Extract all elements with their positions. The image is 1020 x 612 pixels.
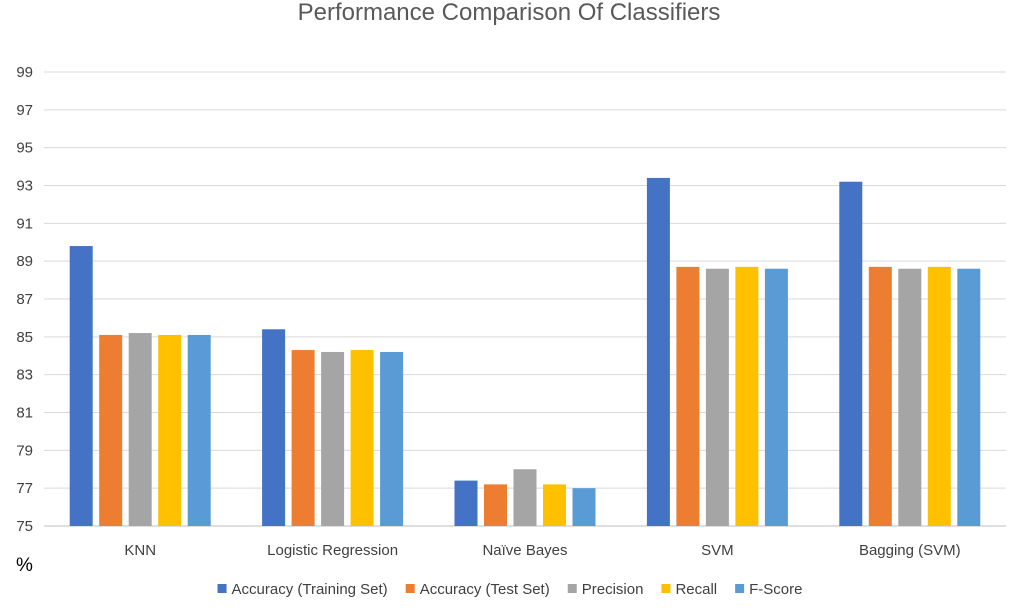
bar [69, 246, 93, 527]
x-category-label: Naïve Bayes [482, 542, 567, 559]
y-tick-label: 83 [16, 367, 33, 384]
y-tick-label: 99 [16, 64, 33, 81]
legend-label: Recall [675, 581, 717, 598]
bar [676, 266, 700, 526]
bar [380, 351, 404, 526]
bar [646, 177, 670, 526]
bar [764, 268, 788, 526]
bar [262, 329, 286, 526]
bar [705, 268, 729, 526]
bar [513, 469, 537, 526]
legend-swatch [661, 584, 671, 593]
y-axis-label: % [16, 555, 33, 576]
bar [484, 484, 507, 526]
bar [350, 350, 374, 526]
y-tick-label: 81 [16, 405, 33, 422]
chart-title: Performance Comparison Of Classifiers [298, 0, 721, 26]
bar [839, 181, 863, 526]
bar [927, 266, 951, 526]
bar [898, 268, 922, 526]
bar [454, 480, 478, 526]
x-category-label: Logistic Regression [267, 542, 398, 559]
x-axis-categories: KNN Logistic Regression Naïve Bayes SVM Bagg… [124, 542, 960, 559]
bar [735, 266, 759, 526]
y-tick-label: 95 [16, 140, 33, 157]
y-tick-label: 97 [16, 102, 33, 119]
bar [99, 334, 123, 526]
legend-label: F-Score [749, 581, 802, 598]
legend: Accuracy (Training Set) Accuracy (Test Se… [217, 581, 802, 598]
x-category-label: SVM [701, 542, 734, 559]
bar [291, 350, 315, 526]
y-axis-ticks: 75 77 79 81 83 85 87 89 91 93 95 97 99 [16, 64, 33, 535]
legend-swatch [735, 584, 745, 593]
y-tick-label: 75 [16, 518, 33, 535]
bar [321, 351, 345, 526]
y-tick-label: 79 [16, 442, 33, 459]
legend-swatch [567, 584, 577, 593]
y-tick-label: 77 [16, 480, 33, 497]
bar [868, 266, 892, 526]
bar [158, 334, 182, 526]
bar [543, 484, 566, 526]
y-tick-label: 87 [16, 291, 33, 308]
legend-swatch [217, 584, 227, 593]
x-category-label: Bagging (SVM) [859, 542, 961, 559]
bars [69, 177, 981, 527]
legend-label: Precision [582, 581, 644, 598]
legend-label: Accuracy (Test Set) [420, 581, 550, 598]
y-tick-label: 85 [16, 329, 33, 346]
bar [187, 334, 211, 526]
bar [572, 488, 596, 526]
legend-swatch [405, 584, 415, 593]
bar [957, 268, 981, 526]
y-tick-label: 91 [16, 215, 33, 232]
bar [128, 333, 152, 526]
y-tick-label: 89 [16, 253, 33, 270]
x-category-label: KNN [124, 542, 156, 559]
legend-label: Accuracy (Training Set) [232, 581, 388, 598]
y-tick-label: 93 [16, 178, 33, 195]
